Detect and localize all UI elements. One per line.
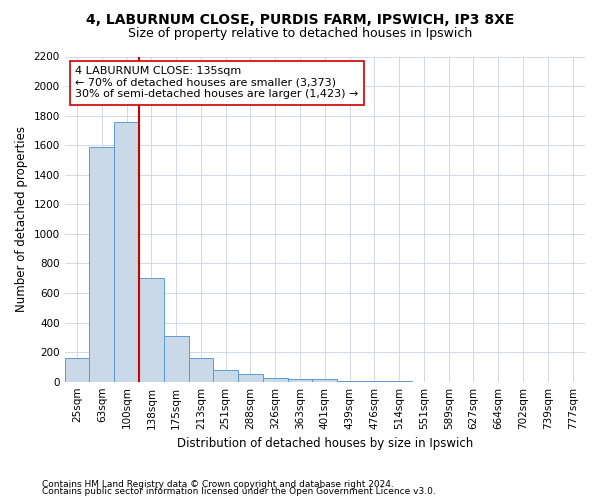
Bar	[263, 378, 287, 382]
Bar	[214, 370, 238, 382]
Text: Size of property relative to detached houses in Ipswich: Size of property relative to detached ho…	[128, 28, 472, 40]
Bar	[287, 378, 313, 382]
Bar	[139, 278, 164, 382]
Bar	[89, 146, 114, 382]
Text: Contains HM Land Registry data © Crown copyright and database right 2024.: Contains HM Land Registry data © Crown c…	[42, 480, 394, 489]
Bar	[188, 358, 214, 382]
Bar	[238, 374, 263, 382]
Text: 4 LABURNUM CLOSE: 135sqm
← 70% of detached houses are smaller (3,373)
30% of sem: 4 LABURNUM CLOSE: 135sqm ← 70% of detach…	[75, 66, 358, 100]
Bar	[114, 122, 139, 382]
Bar	[65, 358, 89, 382]
Text: Contains public sector information licensed under the Open Government Licence v3: Contains public sector information licen…	[42, 487, 436, 496]
Bar	[362, 381, 387, 382]
Y-axis label: Number of detached properties: Number of detached properties	[15, 126, 28, 312]
Bar	[313, 380, 337, 382]
Bar	[337, 381, 362, 382]
Bar	[164, 336, 188, 382]
X-axis label: Distribution of detached houses by size in Ipswich: Distribution of detached houses by size …	[177, 437, 473, 450]
Text: 4, LABURNUM CLOSE, PURDIS FARM, IPSWICH, IP3 8XE: 4, LABURNUM CLOSE, PURDIS FARM, IPSWICH,…	[86, 12, 514, 26]
